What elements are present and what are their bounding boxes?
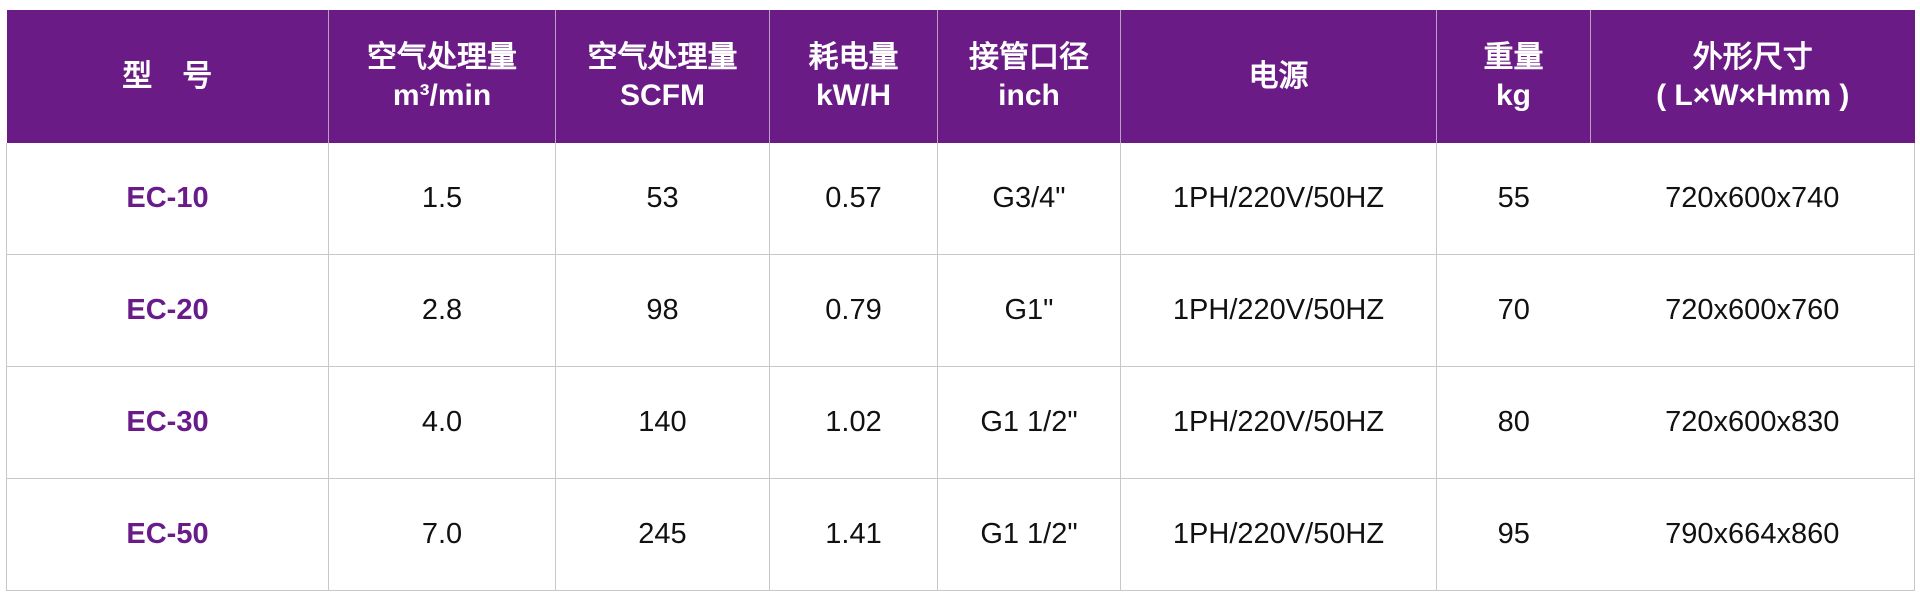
cell-weight: 70 bbox=[1436, 254, 1591, 367]
header-label: 重量 bbox=[1483, 40, 1544, 74]
spec-table: 型 号 空气处理量 m³/min 空气处理量 SCFM 耗电量 kW/H 接管口径 inch 电源… bbox=[6, 10, 1915, 591]
header-label: 电源 bbox=[1248, 59, 1309, 93]
cell-dimensions: 720x600x830 bbox=[1590, 366, 1915, 479]
table-row: EC-30 4.0 140 1.02 G1 1/2" 1PH/220V/50HZ 80 720… bbox=[6, 366, 1915, 479]
cell-flow-scfm: 140 bbox=[555, 366, 770, 479]
header-label: 空气处理量 bbox=[587, 40, 738, 74]
cell-dimensions: 790x664x860 bbox=[1590, 478, 1915, 591]
cell-model: EC-10 bbox=[6, 143, 329, 255]
cell-pipe-size: G3/4" bbox=[937, 143, 1121, 255]
cell-model: EC-20 bbox=[6, 254, 329, 367]
cell-dimensions: 720x600x760 bbox=[1590, 254, 1915, 367]
header-unit: kg bbox=[1495, 78, 1531, 112]
table-row: EC-50 7.0 245 1.41 G1 1/2" 1PH/220V/50HZ 95 790… bbox=[6, 478, 1915, 591]
header-label: 接管口径 bbox=[969, 40, 1089, 74]
cell-weight: 80 bbox=[1436, 366, 1591, 479]
header-label: 空气处理量 bbox=[367, 40, 517, 74]
header-unit: SCFM bbox=[620, 78, 705, 112]
cell-power: 0.79 bbox=[769, 254, 938, 367]
cell-power-supply: 1PH/220V/50HZ bbox=[1120, 366, 1437, 479]
cell-power-supply: 1PH/220V/50HZ bbox=[1120, 143, 1437, 255]
cell-flow-scfm: 245 bbox=[555, 478, 770, 591]
header-flow-scfm: 空气处理量 SCFM bbox=[555, 10, 770, 143]
cell-flow-m3min: 7.0 bbox=[328, 478, 556, 591]
header-unit: ( L×W×Hmm ) bbox=[1656, 78, 1850, 112]
header-label: 耗电量 bbox=[808, 40, 899, 74]
cell-power: 1.02 bbox=[769, 366, 938, 479]
header-power: 耗电量 kW/H bbox=[769, 10, 938, 143]
header-pipe-size: 接管口径 inch bbox=[937, 10, 1121, 143]
cell-flow-m3min: 2.8 bbox=[328, 254, 556, 367]
cell-weight: 95 bbox=[1436, 478, 1591, 591]
table-row: EC-10 1.5 53 0.57 G3/4" 1PH/220V/50HZ 55 720x60… bbox=[6, 143, 1915, 255]
cell-pipe-size: G1 1/2" bbox=[937, 366, 1121, 479]
header-label: 型 号 bbox=[122, 59, 213, 93]
cell-power: 0.57 bbox=[769, 143, 938, 255]
header-unit: kW/H bbox=[816, 78, 891, 112]
cell-power-supply: 1PH/220V/50HZ bbox=[1120, 478, 1437, 591]
cell-power: 1.41 bbox=[769, 478, 938, 591]
cell-model: EC-30 bbox=[6, 366, 329, 479]
header-dimensions: 外形尺寸 ( L×W×Hmm ) bbox=[1590, 10, 1915, 143]
header-row: 型 号 空气处理量 m³/min 空气处理量 SCFM 耗电量 kW/H 接管口径 inch 电源… bbox=[6, 10, 1915, 143]
cell-dimensions: 720x600x740 bbox=[1590, 143, 1915, 255]
table-row: EC-20 2.8 98 0.79 G1" 1PH/220V/50HZ 70 720x600x… bbox=[6, 254, 1915, 367]
header-power-supply: 电源 bbox=[1120, 10, 1437, 143]
cell-flow-m3min: 1.5 bbox=[328, 143, 556, 255]
header-unit: m³/min bbox=[392, 78, 492, 112]
header-model: 型 号 bbox=[6, 10, 329, 143]
cell-flow-scfm: 53 bbox=[555, 143, 770, 255]
header-unit: inch bbox=[998, 78, 1060, 112]
cell-weight: 55 bbox=[1436, 143, 1591, 255]
cell-flow-m3min: 4.0 bbox=[328, 366, 556, 479]
header-label: 外形尺寸 bbox=[1692, 40, 1813, 74]
cell-pipe-size: G1 1/2" bbox=[937, 478, 1121, 591]
cell-power-supply: 1PH/220V/50HZ bbox=[1120, 254, 1437, 367]
cell-flow-scfm: 98 bbox=[555, 254, 770, 367]
header-weight: 重量 kg bbox=[1436, 10, 1591, 143]
header-flow-m3min: 空气处理量 m³/min bbox=[328, 10, 556, 143]
cell-model: EC-50 bbox=[6, 478, 329, 591]
cell-pipe-size: G1" bbox=[937, 254, 1121, 367]
